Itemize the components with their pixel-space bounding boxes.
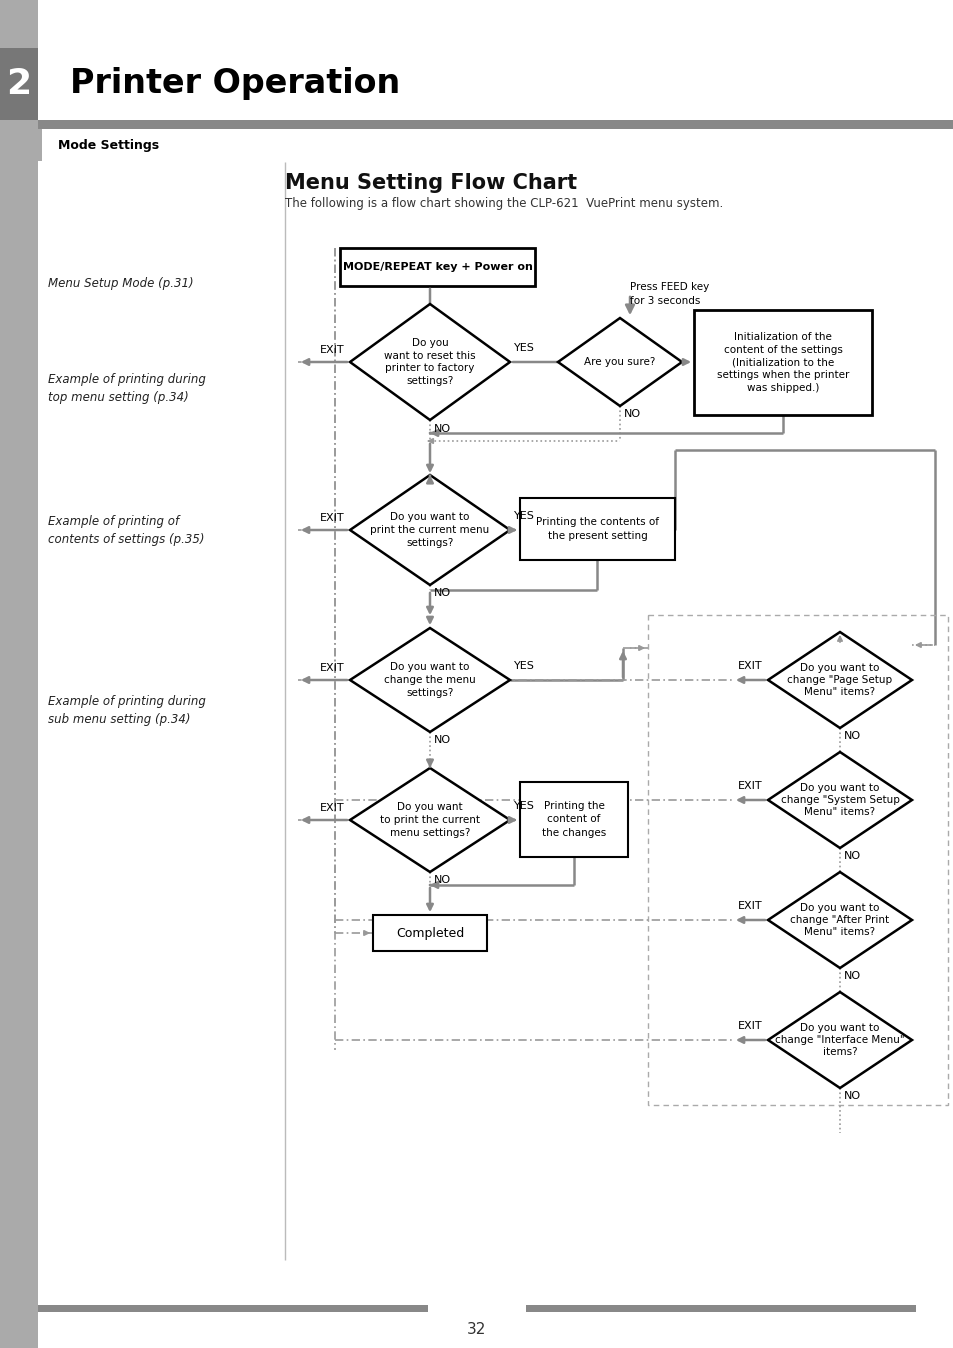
Polygon shape (767, 752, 911, 848)
Text: Example of printing during
sub menu setting (p.34): Example of printing during sub menu sett… (48, 694, 206, 725)
Text: Example of printing during
top menu setting (p.34): Example of printing during top menu sett… (48, 372, 206, 403)
Text: Do you want to
change "After Print
Menu" items?: Do you want to change "After Print Menu"… (790, 903, 888, 937)
Text: Do you
want to reset this
printer to factory
settings?: Do you want to reset this printer to fac… (384, 338, 476, 386)
Text: Do you want to
change "Page Setup
Menu" items?: Do you want to change "Page Setup Menu" … (786, 663, 892, 697)
Text: MODE/REPEAT key + Power on: MODE/REPEAT key + Power on (342, 262, 532, 272)
Polygon shape (350, 305, 510, 421)
Text: Do you want to
change the menu
settings?: Do you want to change the menu settings? (384, 662, 476, 698)
Polygon shape (558, 318, 681, 406)
Text: Menu Setup Mode (p.31): Menu Setup Mode (p.31) (48, 276, 193, 290)
Bar (519, 782, 627, 857)
Bar (38, 120, 953, 129)
Polygon shape (350, 768, 510, 872)
Text: EXIT: EXIT (738, 661, 762, 671)
Text: Do you want to
print the current menu
settings?: Do you want to print the current menu se… (370, 512, 489, 547)
Text: NO: NO (843, 1091, 861, 1101)
Text: EXIT: EXIT (738, 900, 762, 911)
Polygon shape (767, 632, 911, 728)
Bar (38, 129, 953, 160)
Text: The following is a flow chart showing the CLP-621  VuePrint menu system.: The following is a flow chart showing th… (285, 197, 722, 210)
Text: YES: YES (514, 342, 535, 353)
Text: NO: NO (434, 735, 451, 745)
Polygon shape (767, 872, 911, 968)
Text: Do you want to
change "System Setup
Menu" items?: Do you want to change "System Setup Menu… (780, 783, 899, 817)
Text: EXIT: EXIT (738, 1020, 762, 1031)
Bar (0, 49, 38, 120)
Text: 32: 32 (467, 1322, 486, 1337)
Text: Mode Settings: Mode Settings (58, 139, 159, 151)
Text: Do you want to
change "Interface Menu"
items?: Do you want to change "Interface Menu" i… (775, 1023, 903, 1057)
Text: EXIT: EXIT (320, 803, 345, 813)
Text: NO: NO (843, 971, 861, 981)
Polygon shape (350, 628, 510, 732)
Text: NO: NO (434, 425, 451, 434)
Text: YES: YES (514, 661, 535, 671)
Bar (38, 0, 953, 49)
Text: EXIT: EXIT (320, 514, 345, 523)
Text: Press FEED key
for 3 seconds: Press FEED key for 3 seconds (629, 282, 708, 306)
Bar (693, 310, 871, 415)
Text: YES: YES (514, 511, 535, 520)
Bar (38, 49, 953, 120)
Bar (373, 915, 486, 950)
Text: 2: 2 (7, 67, 31, 101)
Text: NO: NO (434, 588, 451, 599)
Bar (339, 248, 535, 286)
Text: NO: NO (623, 408, 640, 419)
Text: EXIT: EXIT (320, 345, 345, 355)
Text: NO: NO (434, 875, 451, 886)
Text: NO: NO (843, 851, 861, 861)
Bar (38, 1305, 428, 1312)
Bar (38, 129, 42, 160)
Text: Completed: Completed (395, 926, 464, 940)
Polygon shape (767, 992, 911, 1088)
Text: YES: YES (514, 801, 535, 811)
Text: Initialization of the
content of the settings
(Initialization to the
settings wh: Initialization of the content of the set… (716, 332, 848, 394)
Text: Are you sure?: Are you sure? (583, 357, 655, 367)
Text: Menu Setting Flow Chart: Menu Setting Flow Chart (285, 173, 577, 193)
Bar (0, 0, 38, 1348)
Bar (647, 615, 947, 1105)
Text: NO: NO (843, 731, 861, 741)
Text: Do you want
to print the current
menu settings?: Do you want to print the current menu se… (379, 802, 479, 838)
Text: Printing the
content of
the changes: Printing the content of the changes (541, 801, 605, 837)
Text: EXIT: EXIT (320, 663, 345, 673)
Text: Printing the contents of
the present setting: Printing the contents of the present set… (536, 518, 659, 541)
Text: EXIT: EXIT (738, 780, 762, 791)
Polygon shape (350, 474, 510, 585)
Bar (519, 497, 675, 559)
Text: Example of printing of
contents of settings (p.35): Example of printing of contents of setti… (48, 515, 204, 546)
Text: Printer Operation: Printer Operation (70, 67, 400, 101)
Bar (525, 1305, 915, 1312)
